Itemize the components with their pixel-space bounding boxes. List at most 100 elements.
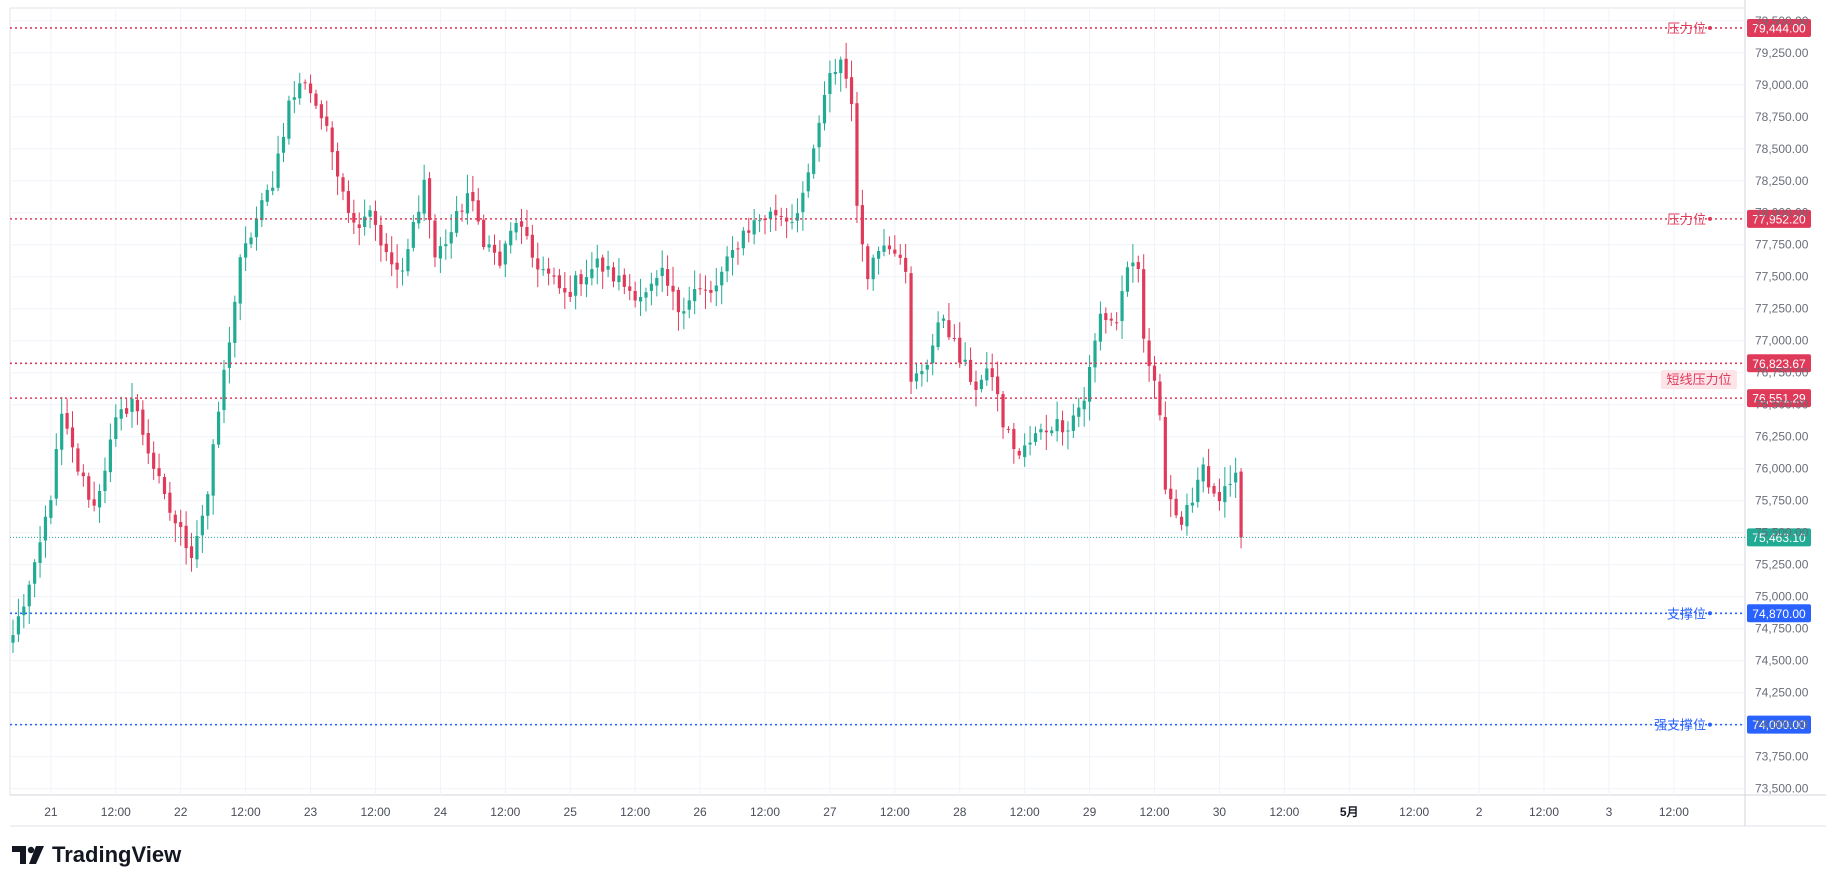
tradingview-brand[interactable]: TradingView <box>12 842 181 868</box>
candle-body <box>628 286 632 291</box>
candle <box>709 280 713 303</box>
candle-body <box>1136 262 1140 270</box>
candle <box>693 270 697 315</box>
level-price-tag: 74,870.00 <box>1747 604 1811 623</box>
candle-body <box>92 499 96 506</box>
candle <box>855 91 859 224</box>
candle-body <box>76 448 80 472</box>
candle-body <box>584 277 589 285</box>
candle-body <box>433 220 437 258</box>
x-tick-label: 30 <box>1213 805 1227 819</box>
candle-body <box>65 413 69 429</box>
candle <box>276 135 280 192</box>
level-label-dot <box>1708 25 1712 30</box>
candle <box>1179 511 1184 531</box>
candle <box>384 233 388 262</box>
candle-body <box>449 232 453 244</box>
candle-body <box>216 411 221 445</box>
candle-body <box>336 151 340 177</box>
candle-body <box>925 364 929 370</box>
candle-body <box>341 177 345 192</box>
candle <box>281 123 286 163</box>
candle-body <box>990 368 994 378</box>
candle <box>579 269 583 297</box>
y-tick-label: 74,500.00 <box>1755 654 1809 668</box>
candle <box>135 394 140 425</box>
candle-body <box>887 245 892 250</box>
candle <box>1131 244 1135 283</box>
x-tick-label: 12:00 <box>1139 805 1169 819</box>
candle <box>514 218 518 241</box>
x-tick-label: 24 <box>434 805 448 819</box>
candle-body <box>465 193 470 214</box>
candle-body <box>476 200 480 222</box>
candle <box>1120 275 1124 339</box>
candle <box>438 236 442 273</box>
candle <box>146 419 150 464</box>
candle <box>812 144 816 179</box>
candle-body <box>1217 492 1222 502</box>
candle <box>660 250 664 293</box>
candle <box>141 400 145 446</box>
candle-body <box>471 192 475 202</box>
candle <box>244 226 248 271</box>
candle-body <box>249 237 253 245</box>
candle-body <box>996 376 1000 395</box>
candle <box>287 95 291 145</box>
candle-body <box>330 127 334 153</box>
candle-body <box>633 291 637 301</box>
candle <box>260 192 264 228</box>
y-tick-label: 79,250.00 <box>1755 46 1809 60</box>
candle-body <box>1201 464 1205 482</box>
candle-body <box>1039 429 1043 433</box>
time-axis[interactable]: 21 12:00 22 12:00 23 12:00 24 12:00 25 12:00 26 12:… <box>44 805 1689 819</box>
candle <box>314 89 318 110</box>
candle-body <box>1190 502 1194 506</box>
candle <box>195 520 199 568</box>
candle-body <box>125 408 129 414</box>
candle-body <box>795 213 800 221</box>
candle-body <box>649 283 653 291</box>
candle-body <box>1212 486 1216 494</box>
candle <box>368 205 372 229</box>
candle-body <box>184 525 188 549</box>
candle-body <box>655 277 659 286</box>
candle-body <box>146 433 150 454</box>
candle-body <box>1174 498 1178 516</box>
candle <box>958 322 962 368</box>
x-tick-label: 12:00 <box>1010 805 1040 819</box>
candle-body <box>352 213 356 223</box>
candle <box>60 396 64 466</box>
candle-body <box>671 285 675 292</box>
candle-body <box>514 223 518 233</box>
candle-body <box>1169 488 1173 500</box>
candle <box>249 232 253 249</box>
candle-body <box>200 515 204 536</box>
level-price-tag-bg <box>1747 715 1811 734</box>
candle <box>568 275 572 302</box>
candle <box>898 244 902 265</box>
candle <box>417 195 421 229</box>
candle-body <box>114 417 118 440</box>
candle-body <box>43 516 48 541</box>
candle <box>292 81 296 114</box>
candle-body <box>666 269 670 286</box>
candle <box>238 254 242 321</box>
price-axis[interactable]: 73,500.00 73,750.00 74,000.00 74,250.00 74,5… <box>1755 14 1809 796</box>
candle <box>1169 475 1173 518</box>
candle <box>931 334 935 376</box>
candle <box>1217 478 1222 511</box>
candle <box>682 297 686 330</box>
candle-body <box>882 245 886 252</box>
candle-body <box>287 100 291 139</box>
candle <box>1212 483 1216 497</box>
candle <box>427 172 432 239</box>
candle <box>1033 426 1038 446</box>
candle-body <box>1093 340 1097 368</box>
level-price-tag: 79,444.00 <box>1747 18 1811 37</box>
candle <box>628 273 632 301</box>
candle <box>801 181 805 231</box>
candle <box>97 484 102 523</box>
candle <box>173 510 177 543</box>
